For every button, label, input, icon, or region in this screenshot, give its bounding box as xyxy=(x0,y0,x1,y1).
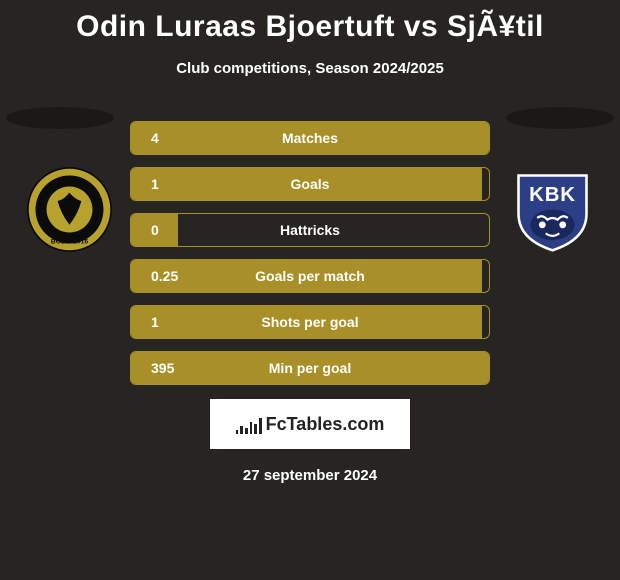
club-badge-right: KBK xyxy=(510,167,595,252)
stat-row: 1Goals xyxy=(130,167,490,201)
svg-text:KBK: KBK xyxy=(529,184,576,206)
stat-row: 0Hattricks xyxy=(130,213,490,247)
player-shadow-left xyxy=(6,107,114,129)
stats-list: 4Matches 1Goals 0Hattricks 0.25Goals per ma… xyxy=(130,121,490,397)
stat-label: Shots per goal xyxy=(131,314,489,330)
svg-text:GLIMT: GLIMT xyxy=(56,176,83,186)
stat-row: 4Matches xyxy=(130,121,490,155)
player-shadow-right xyxy=(506,107,614,129)
svg-text:BODØ 1916: BODØ 1916 xyxy=(51,239,89,246)
stat-label: Hattricks xyxy=(131,222,489,238)
stat-label: Matches xyxy=(131,130,489,146)
chart-icon xyxy=(236,414,262,434)
date-label: 27 september 2024 xyxy=(0,467,620,484)
brand-attribution[interactable]: FcTables.com xyxy=(210,399,410,449)
club-badge-left: GLIMT BODØ 1916 xyxy=(27,167,112,252)
stat-label: Goals xyxy=(131,176,489,192)
stat-row: 1Shots per goal xyxy=(130,305,490,339)
page-title: Odin Luraas Bjoertuft vs SjÃ¥til xyxy=(0,0,620,44)
brand-text: FcTables.com xyxy=(266,414,385,435)
subtitle: Club competitions, Season 2024/2025 xyxy=(0,60,620,77)
stat-label: Min per goal xyxy=(131,360,489,376)
stat-row: 0.25Goals per match xyxy=(130,259,490,293)
comparison-panel: GLIMT BODØ 1916 KBK 4Matches 1Goals 0Hattr… xyxy=(0,107,620,387)
stat-label: Goals per match xyxy=(131,268,489,284)
stat-row: 395Min per goal xyxy=(130,351,490,385)
